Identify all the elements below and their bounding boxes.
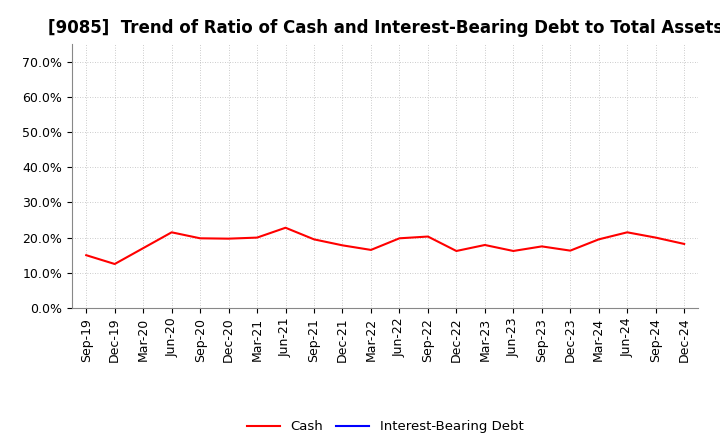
Cash [139,246,148,251]
Cash [167,230,176,235]
Cash [282,225,290,231]
Cash [338,243,347,248]
Cash [480,242,489,248]
Cash [395,236,404,241]
Cash [566,248,575,253]
Legend: Cash, Interest-Bearing Debt: Cash, Interest-Bearing Debt [241,415,529,439]
Cash [423,234,432,239]
Cash [225,236,233,241]
Cash [509,248,518,253]
Cash [652,235,660,240]
Cash [366,247,375,253]
Cash [253,235,261,240]
Cash [110,261,119,267]
Title: [9085]  Trend of Ratio of Cash and Interest-Bearing Debt to Total Assets: [9085] Trend of Ratio of Cash and Intere… [48,19,720,37]
Cash [623,230,631,235]
Cash [310,237,318,242]
Cash [595,237,603,242]
Cash [196,236,204,241]
Cash [537,244,546,249]
Cash [680,241,688,246]
Cash [452,248,461,253]
Cash [82,253,91,258]
Line: Cash: Cash [86,228,684,264]
